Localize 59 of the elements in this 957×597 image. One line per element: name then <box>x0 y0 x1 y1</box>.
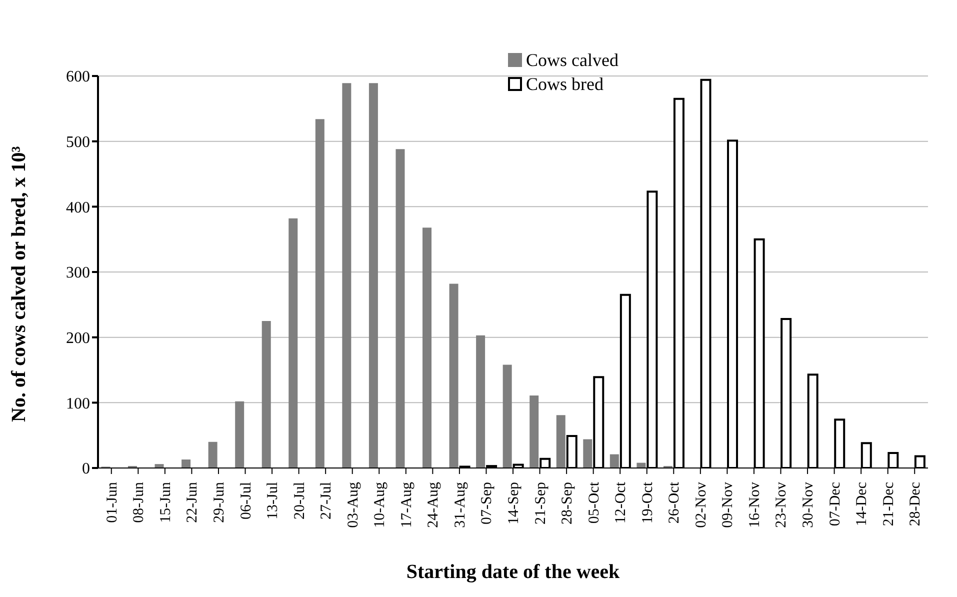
x-tick-label: 14-Sep <box>506 482 522 524</box>
x-tick-label: 31-Aug <box>452 482 468 528</box>
bar <box>288 218 298 468</box>
x-tick-label: 17-Aug <box>398 482 415 528</box>
legend-label: Cows bred <box>526 73 604 96</box>
x-tick-label: 21-Dec <box>880 482 897 526</box>
x-tick-label: 05-Oct <box>586 481 602 524</box>
y-tick-label: 600 <box>66 68 90 86</box>
x-tick-label: 07-Sep <box>479 482 496 524</box>
y-tick-label: 100 <box>66 395 90 412</box>
x-tick-label: 10-Aug <box>372 482 388 528</box>
bar <box>422 228 432 468</box>
x-tick-label: 15-Jun <box>158 482 174 523</box>
x-tick-label: 09-Nov <box>720 482 736 528</box>
y-axis-title: No. of cows calved or bred, x 10³ <box>8 146 30 422</box>
bar <box>208 442 218 468</box>
bar <box>502 364 512 468</box>
bar <box>610 454 619 468</box>
x-tick-label: 07-Dec <box>827 482 844 526</box>
bar <box>182 460 191 468</box>
x-axis-title: Starting date of the week <box>406 561 621 583</box>
bar <box>476 335 486 468</box>
x-tick-label: 03-Aug <box>345 482 362 528</box>
y-tick-label: 0 <box>82 460 90 478</box>
x-tick-label: 26-Oct <box>666 481 683 524</box>
x-tick-label: 27-Jul <box>318 482 335 520</box>
x-tick-label: 06-Jul <box>238 482 254 520</box>
bar <box>262 321 271 468</box>
bar <box>449 284 458 468</box>
bar <box>583 439 592 468</box>
y-tick-label: 300 <box>66 264 90 282</box>
x-tick-label: 13-Jul <box>265 482 282 520</box>
x-tick-label: 20-Jul <box>292 482 308 520</box>
x-tick-label: 28-Sep <box>560 482 576 524</box>
y-tick-label: 500 <box>66 134 90 152</box>
x-tick-label: 28-Dec <box>908 482 924 526</box>
x-tick-label: 21-Sep <box>532 482 549 524</box>
x-tick-label: 29-Jun <box>211 482 228 523</box>
x-tick-label: 30-Nov <box>800 482 817 528</box>
y-tick-label: 400 <box>66 199 90 216</box>
x-tick-label: 01-Jun <box>104 482 120 523</box>
x-tick-label: 08-Jun <box>131 482 148 523</box>
bar <box>556 415 566 468</box>
bar <box>368 83 378 468</box>
bar <box>235 401 244 468</box>
legend-label: Cows calved <box>526 49 618 72</box>
bar <box>530 395 539 468</box>
bar <box>342 83 352 468</box>
x-tick-label: 22-Jun <box>184 482 201 523</box>
x-tick-label: 12-Oct <box>613 481 630 524</box>
x-tick-label: 02-Nov <box>693 482 710 528</box>
x-tick-label: 14-Dec <box>854 482 870 526</box>
bar <box>315 119 324 468</box>
x-tick-label: 19-Oct <box>640 481 656 524</box>
x-tick-label: 24-Aug <box>426 482 442 528</box>
x-tick-label: 23-Nov <box>774 482 790 528</box>
y-tick-label: 200 <box>66 330 90 348</box>
x-tick-label: 16-Nov <box>746 482 763 528</box>
bar <box>396 149 405 468</box>
